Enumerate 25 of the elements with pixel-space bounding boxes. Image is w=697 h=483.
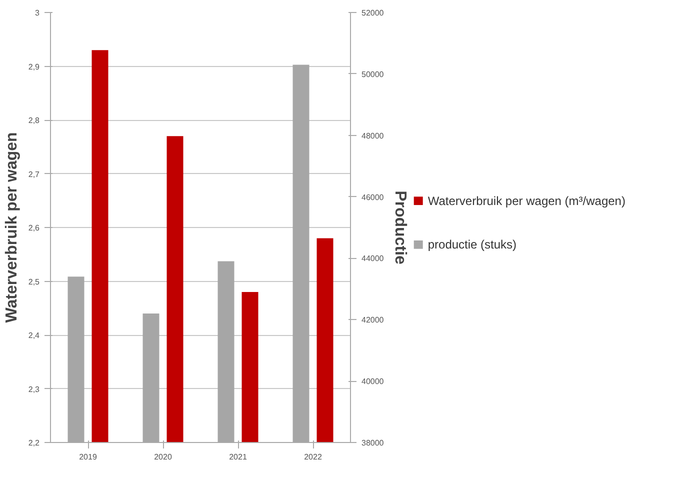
legend-label: Waterverbruik per wagen (m³/wagen): [428, 194, 626, 208]
y-tick-label: 3: [35, 8, 40, 18]
y-axis-title: Waterverbruik per wagen: [3, 132, 20, 323]
y-tick-label: 2,7: [28, 170, 40, 179]
y2-tick-label: 46000: [362, 192, 384, 202]
y-tick-label: 2,8: [28, 116, 40, 125]
y-tick-label: 2,4: [28, 331, 40, 340]
y-tick-label: 2,3: [28, 384, 40, 394]
y2-axis-title: Productie: [392, 190, 409, 264]
y-tick-label: 2,5: [28, 277, 40, 286]
y2-tick-label: 44000: [362, 254, 384, 264]
y2-tick-label: 50000: [362, 70, 384, 79]
y2-tick-label: 48000: [362, 131, 384, 140]
x-tick-label: 2020: [154, 452, 172, 462]
x-tick-label: 2019: [79, 452, 98, 462]
y2-tick-label: 40000: [362, 377, 384, 386]
legend-label: productie (stuks): [428, 238, 517, 252]
x-tick-label: 2022: [304, 452, 322, 462]
y2-tick-label: 38000: [362, 438, 384, 448]
y2-tick-label: 42000: [362, 316, 384, 325]
x-tick-label: 2021: [229, 452, 248, 462]
y-tick-label: 2,2: [28, 438, 40, 448]
y-tick-label: 2,6: [28, 224, 40, 232]
y-tick-label: 2,9: [28, 62, 40, 72]
y2-tick-label: 52000: [362, 8, 384, 18]
